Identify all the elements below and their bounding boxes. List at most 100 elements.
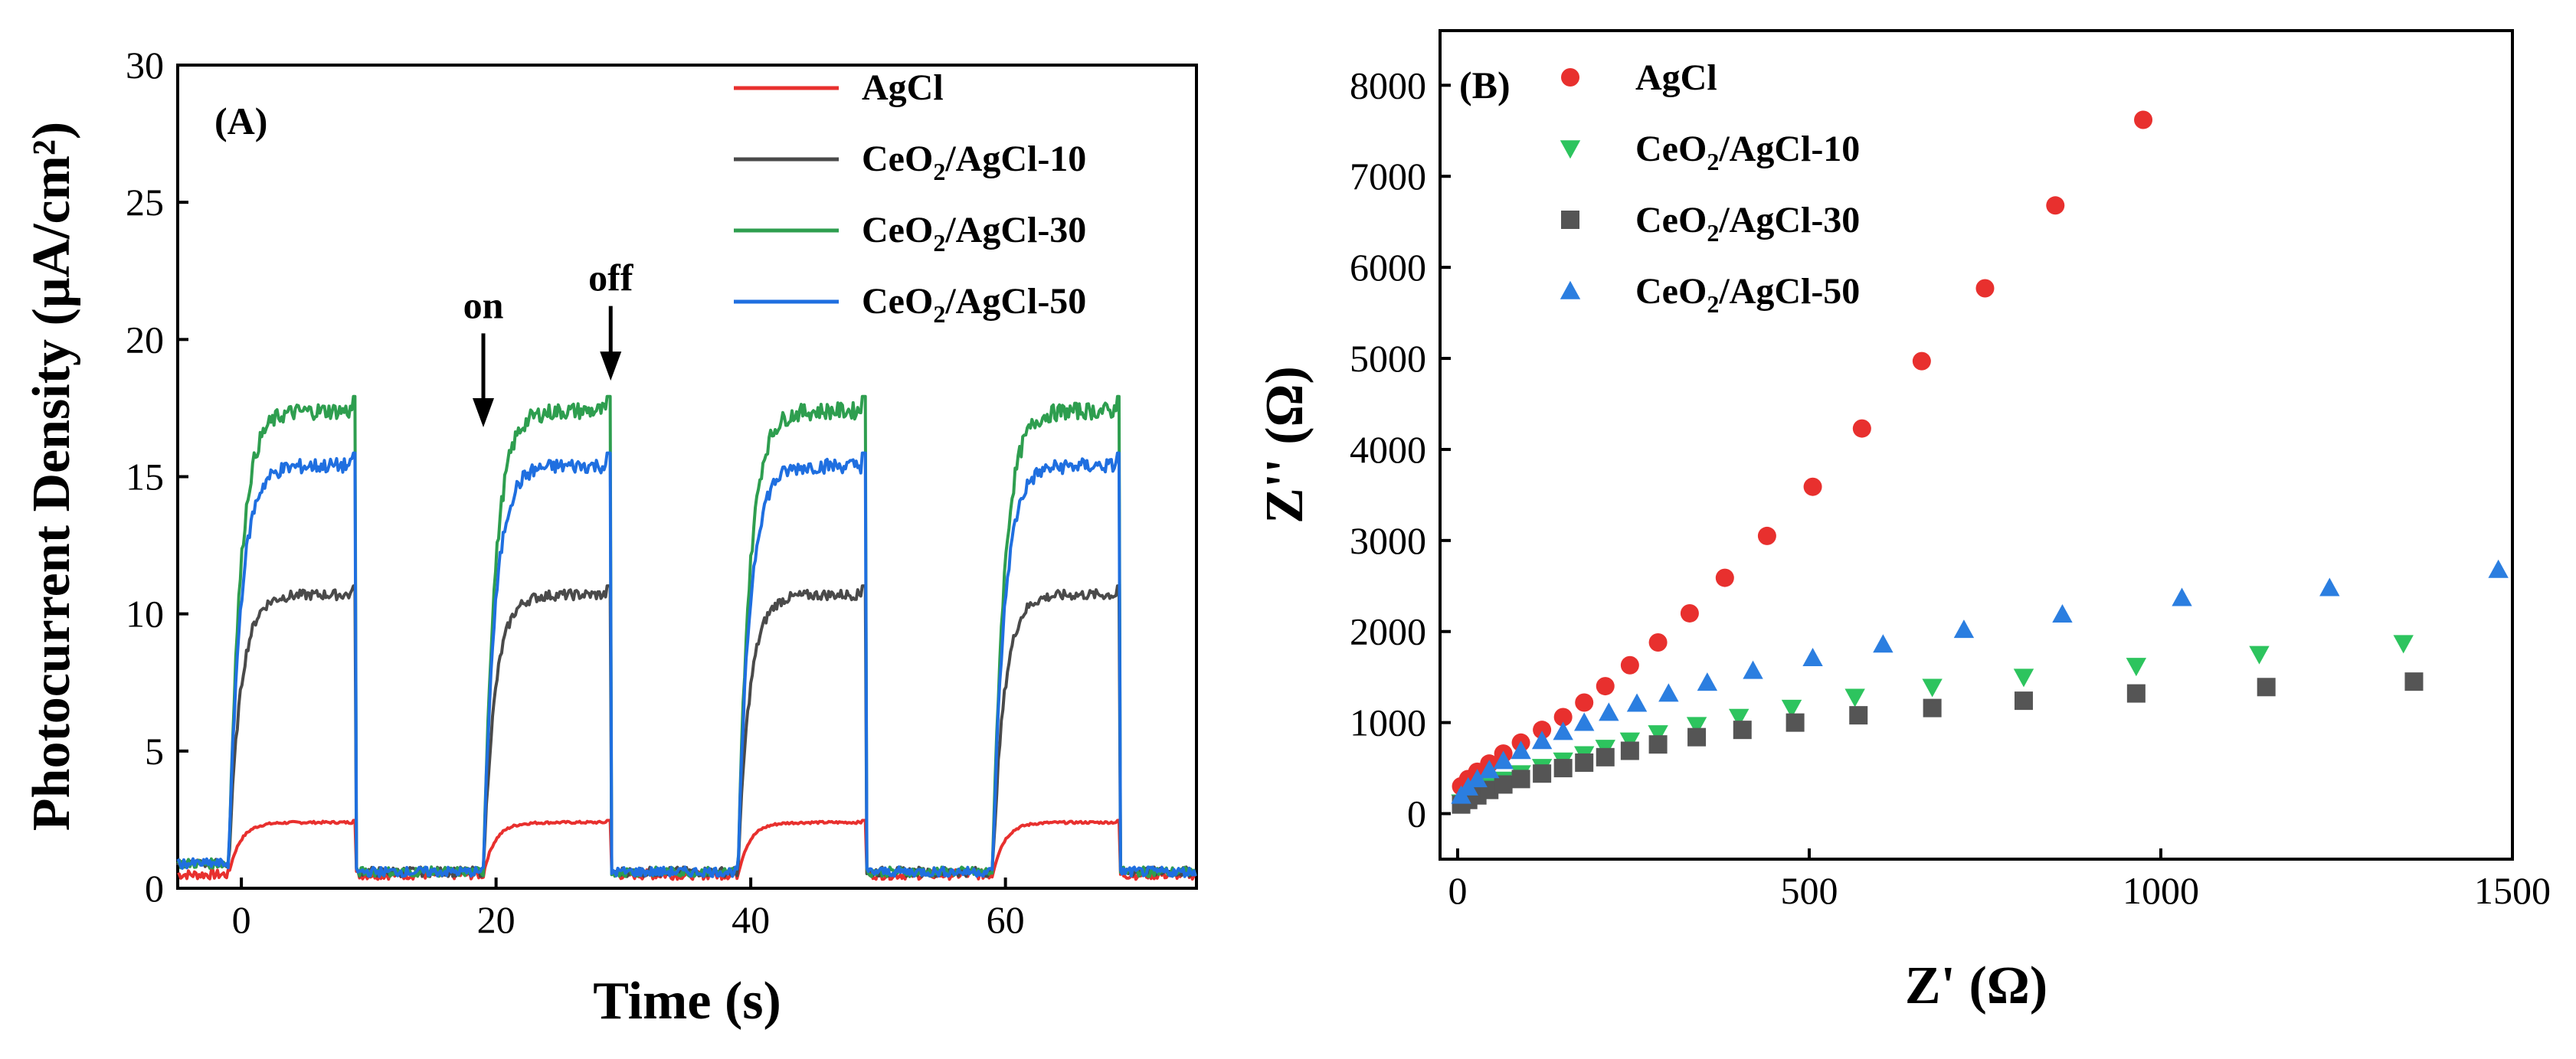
panel-b-data-point (2046, 196, 2065, 215)
panel-b-y-tick-label: 8000 (1350, 64, 1426, 106)
panel-a-plot-frame (176, 64, 1198, 890)
panel-b-legend-marker (1561, 211, 1579, 229)
panel-b-data-point (2013, 668, 2034, 688)
legend-label-main: CeO (1635, 271, 1707, 312)
panel-b-data-point (1573, 712, 1595, 731)
panel-b-impedance-chart: 0 500 1000 1500 0 1000 2000 3000 4000 5000 6000 700… (1255, 29, 2551, 1015)
annotation-off-arrow-head (600, 351, 622, 381)
panel-b-label: (B) (1459, 64, 1511, 106)
panel-b-data-point (1494, 775, 1513, 794)
panel-b-data-point (1533, 721, 1552, 740)
panel-b-data-point (1786, 713, 1805, 732)
panel-b-data-point (1553, 759, 1573, 778)
legend-label-tail: /AgCl-50 (944, 281, 1086, 322)
panel-b-data-point (1648, 725, 1668, 744)
panel-b-data-point (1975, 279, 1995, 298)
panel-b-legend-label: CeO2/AgCl-10 (1635, 129, 1860, 175)
panel-a-x-tick-label: 0 (232, 898, 251, 941)
panel-b-data-point (1648, 735, 1668, 754)
panel-b-data-point (1687, 727, 1707, 747)
panel-b-x-tick-label: 500 (1780, 869, 1838, 912)
panel-b-data-point (1553, 721, 1573, 740)
panel-b-y-tick-label: 0 (1407, 793, 1426, 835)
panel-b-x-tick-label: 1000 (2123, 869, 2199, 912)
panel-a-y-tick-label: 20 (126, 318, 164, 361)
panel-a-x-tick-label: 60 (987, 898, 1025, 941)
annotation-on-label: on (463, 283, 504, 326)
panel-b-data-point (1802, 648, 1823, 667)
panel-b-data-point (1728, 708, 1750, 727)
panel-b-legend-label: CeO2/AgCl-50 (1635, 271, 1860, 318)
panel-a-y-tick-label: 0 (145, 867, 164, 910)
panel-b-legend-marker (1560, 140, 1581, 159)
legend-label-tail: /AgCl-50 (1718, 271, 1860, 312)
legend-label-main: CeO (1635, 200, 1707, 240)
panel-a-label: (A) (214, 100, 267, 142)
panel-b-data-point (2404, 672, 2424, 691)
panel-a-axes: 0 20 40 60 0 5 10 15 20 25 30 (126, 44, 1025, 941)
panel-a-x-axis-title: Time (s) (593, 972, 781, 1031)
annotation-off-label: off (588, 257, 634, 299)
panel-a-legend-label: CeO2/AgCl-50 (862, 281, 1086, 328)
panel-b-y-axis-title: Z'' (Ω) (1255, 366, 1314, 524)
panel-a-x-tick-label: 40 (732, 898, 770, 941)
legend-label-main: CeO (862, 139, 933, 179)
legend-label-tail: /AgCl-30 (1718, 200, 1860, 240)
panel-b-data-point (1511, 740, 1531, 760)
panel-b-data-point (1467, 769, 1488, 788)
panel-b-plot-frame (1439, 29, 2514, 861)
panel-b-data-point (1923, 698, 1942, 717)
panel-a-y-axis-title: Photocurrent Density (μA/cm²) (22, 122, 81, 831)
panel-b-data-point (2249, 646, 2270, 665)
panel-a-y-tick-label: 25 (126, 181, 164, 224)
panel-b-data-point (1626, 693, 1648, 712)
panel-b-data-point (1803, 477, 1822, 496)
panel-a-series-line (176, 451, 1197, 878)
panel-a-legend-label: AgCl (862, 67, 944, 108)
panel-b-data-point (1479, 760, 1500, 779)
panel-b-data-point (1743, 660, 1763, 679)
panel-b-data-point (2126, 684, 2146, 703)
panel-b-data-point (1953, 619, 1975, 639)
panel-b-data-point (2172, 587, 2192, 606)
panel-b-data-point (1686, 717, 1707, 736)
panel-b-data-point (1553, 708, 1573, 727)
legend-label-main: CeO (862, 210, 933, 250)
panel-b-data-point (1852, 419, 1871, 438)
panel-b-data-point (2257, 678, 2276, 697)
panel-b-y-tick-label: 6000 (1350, 246, 1426, 289)
panel-b-data-point (1531, 731, 1553, 750)
panel-b-data-point (1596, 747, 1615, 766)
panel-b-data-point (1844, 688, 1865, 708)
panel-b-data-point (2052, 603, 2073, 623)
panel-b-data-point (1849, 706, 1868, 725)
panel-a-y-tick-label: 30 (126, 44, 164, 87)
legend-label-tail: /AgCl-30 (944, 210, 1086, 250)
legend-label-subscript: 2 (1707, 219, 1719, 247)
panel-b-data-point (1620, 741, 1639, 760)
panel-b-data-point (1757, 526, 1776, 545)
panel-b-data-point (1620, 655, 1639, 675)
panel-b-x-axis-title: Z' (Ω) (1905, 956, 2047, 1015)
panel-b-x-tick-label: 0 (1448, 869, 1467, 912)
panel-b-legend-marker (1561, 68, 1579, 87)
panel-b-axes: 0 500 1000 1500 0 1000 2000 3000 4000 5000 6000 700… (1350, 64, 2551, 912)
panel-b-data-point (1493, 750, 1514, 770)
legend-label-subscript: 2 (933, 229, 945, 257)
panel-b-data-point (1575, 693, 1594, 712)
panel-a-series (176, 394, 1197, 881)
panel-b-data-point (1533, 764, 1552, 783)
panel-b-legend-marker (1560, 280, 1581, 299)
panel-a-y-tick-label: 5 (145, 730, 164, 773)
panel-b-data-point (2319, 577, 2340, 597)
panel-b-data-point (1715, 568, 1734, 587)
panel-b-data-point (1912, 351, 1931, 371)
panel-b-data-point (2126, 658, 2147, 677)
panel-b-data-point (1596, 677, 1615, 696)
annotation-on-arrow-head (473, 398, 494, 427)
panel-b-data-point (2488, 559, 2509, 578)
legend-label-main: CeO (862, 281, 933, 322)
